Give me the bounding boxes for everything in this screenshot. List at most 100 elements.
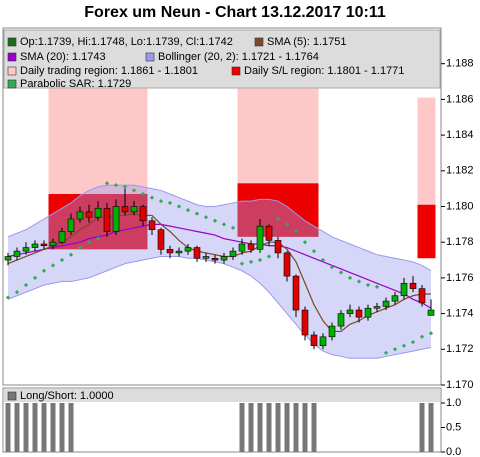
sar-dot [248, 259, 254, 264]
candle-body [409, 282, 417, 289]
legend-swatch [7, 66, 17, 76]
candle-body [76, 211, 84, 220]
legend-label: Bollinger (20, 2): 1.1721 - 1.1764 [158, 51, 319, 63]
region-block [264, 86, 274, 184]
region-block [417, 97, 427, 205]
bar [239, 403, 245, 452]
bar [275, 403, 281, 452]
bar [41, 403, 47, 452]
y-tick-label: 1.184 [446, 129, 474, 141]
sar-dot [176, 204, 182, 209]
region-block [75, 63, 85, 195]
candle-body [67, 218, 75, 232]
bar [68, 403, 74, 452]
candle-body [319, 336, 327, 347]
sar-dot [392, 347, 398, 352]
region-block [84, 63, 94, 195]
y-tick-label: 1.186 [446, 93, 474, 105]
sar-dot [95, 236, 101, 241]
y-tick-label: 1.170 [446, 379, 474, 391]
chart-title: Forex um Neun - Chart 13.12.2017 10:11 [84, 4, 386, 21]
region-block [120, 63, 130, 195]
candle-body [211, 257, 219, 261]
sar-dot [212, 218, 218, 223]
bar [311, 403, 317, 452]
sma-line [7, 213, 431, 333]
candle-body [382, 300, 390, 307]
sar-dot [257, 257, 263, 263]
sar-dot [419, 334, 425, 339]
region-block [138, 63, 148, 195]
legend-swatch [7, 52, 17, 62]
region-block [111, 63, 121, 195]
candle-body [301, 309, 309, 336]
region-block [129, 194, 139, 250]
region-block [237, 86, 247, 184]
sar-dot [275, 216, 281, 222]
sar-dot [113, 182, 119, 188]
sar-dot [194, 211, 200, 216]
sar-dot [284, 222, 290, 227]
region-block [129, 63, 139, 195]
candle-body [130, 206, 138, 213]
region-block [273, 86, 283, 184]
legend-label: Parabolic SAR: 1.1729 [20, 78, 131, 90]
bar [14, 403, 20, 452]
sar-dot [383, 350, 389, 355]
bollinger-lower [7, 255, 432, 359]
legend-label: Daily S/L region: 1.1801 - 1.1771 [244, 65, 404, 77]
indicator-panel: 0.0 0.5 1.0 Long/Short: 1.0000 [2, 387, 461, 457]
candle-body [355, 309, 363, 318]
candle-body [193, 247, 201, 259]
candle-body [346, 309, 354, 314]
legend-label: SMA (20): 1.1743 [20, 51, 106, 63]
candle-body [22, 247, 30, 252]
legend-label: SMA (5): 1.1751 [267, 36, 347, 48]
sar-dot [302, 240, 308, 245]
sar-dot [311, 249, 317, 254]
candle-body [310, 334, 318, 347]
region-block [300, 183, 310, 237]
candle-body [202, 256, 210, 259]
bar [266, 403, 272, 452]
y-tick-label: 1.0 [446, 397, 461, 409]
sma-line [7, 223, 432, 309]
region-block [237, 183, 247, 237]
bar [419, 403, 425, 452]
sar-dot [338, 270, 344, 275]
legend-swatch [254, 37, 264, 47]
y-tick-label: 1.172 [446, 343, 474, 355]
bar [59, 403, 65, 452]
y-tick-label: 1.178 [446, 236, 474, 248]
candle-body [40, 243, 48, 247]
sar-dot [239, 261, 245, 266]
candle-body [139, 206, 147, 222]
candle-body [175, 250, 183, 254]
region-block [282, 183, 292, 237]
candle-body [418, 288, 426, 304]
bar [284, 403, 290, 452]
candle-body [112, 206, 120, 232]
bar [248, 403, 254, 452]
candle-body [328, 325, 336, 338]
candle-body [265, 225, 273, 241]
candle-body [247, 243, 255, 250]
sar-dot [185, 207, 191, 213]
y-tick-label: 0.5 [446, 421, 461, 433]
bar [293, 403, 299, 452]
y-tick-label: 1.174 [446, 308, 474, 320]
sar-dot [167, 200, 173, 206]
candle-body [238, 243, 246, 252]
sar-dot [293, 229, 299, 234]
region-block [93, 63, 103, 195]
sar-dot [131, 188, 137, 193]
candle-body [220, 256, 228, 261]
region-block [291, 183, 301, 237]
region-block [57, 194, 67, 250]
sar-dot [77, 245, 83, 250]
candle-body [94, 207, 102, 218]
y-tick-label: 1.188 [446, 58, 474, 70]
sar-dot [104, 181, 110, 186]
region-block [57, 63, 67, 195]
